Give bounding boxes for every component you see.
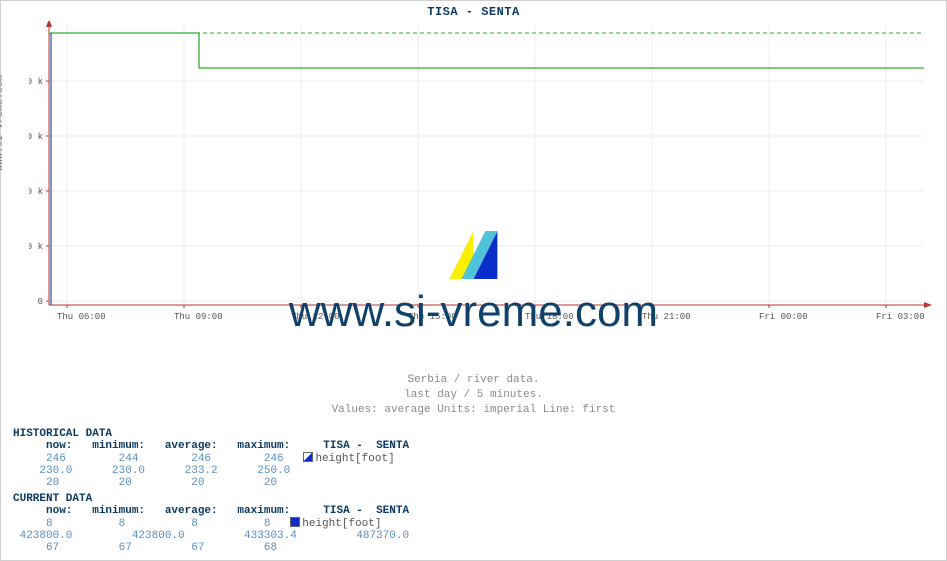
svg-text:300 k: 300 k [29,132,43,142]
current-row: 423800.0 423800.0 433303.4 487370.0 [13,530,936,542]
subtext-line: Serbia / river data. [1,373,946,388]
current-title: CURRENT DATA [13,493,936,505]
svg-text:400 k: 400 k [29,77,43,87]
svg-text:Fri 00:00: Fri 00:00 [759,312,808,322]
chart-container: TISA - SENTA www.si-vreme.com Thu 06:00T… [0,0,947,561]
svg-text:Thu 12:00: Thu 12:00 [291,312,340,322]
y-axis-caption: www.si-vreme.com [0,75,6,171]
svg-text:100 k: 100 k [29,242,43,252]
historical-row: 20 20 20 20 [13,477,936,489]
subtext-line: Values: average Units: imperial Line: fi… [1,403,946,418]
svg-text:Thu 21:00: Thu 21:00 [642,312,691,322]
svg-text:Thu 18:00: Thu 18:00 [525,312,574,322]
svg-text:Fri 03:00: Fri 03:00 [876,312,925,322]
historical-row: 230.0 230.0 233.2 250.0 [13,465,936,477]
svg-text:0: 0 [38,297,43,307]
chart-title: TISA - SENTA [1,1,946,19]
chart-subtext: Serbia / river data. last day / 5 minute… [1,373,946,418]
current-row: 8 8 8 8 height[foot] [13,517,936,530]
subtext-line: last day / 5 minutes. [1,388,946,403]
svg-text:Thu 15:00: Thu 15:00 [408,312,457,322]
svg-text:200 k: 200 k [29,187,43,197]
svg-text:Thu 09:00: Thu 09:00 [174,312,223,322]
current-header-row: now: minimum: average: maximum: TISA - S… [13,505,936,517]
historical-header-row: now: minimum: average: maximum: TISA - S… [13,440,936,452]
historical-block: HISTORICAL DATA now: minimum: average: m… [1,428,946,560]
chart-area: TISA - SENTA www.si-vreme.com Thu 06:00T… [1,1,946,371]
historical-row: 246 244 246 246 height[foot] [13,452,936,465]
chart-svg: Thu 06:00 Thu 09:00 Thu 12:00 Thu 15:00 Thu … [29,21,934,341]
historical-title: HISTORICAL DATA [13,428,936,440]
svg-text:Thu 06:00: Thu 06:00 [57,312,106,322]
current-row: 67 67 67 68 [13,542,936,554]
